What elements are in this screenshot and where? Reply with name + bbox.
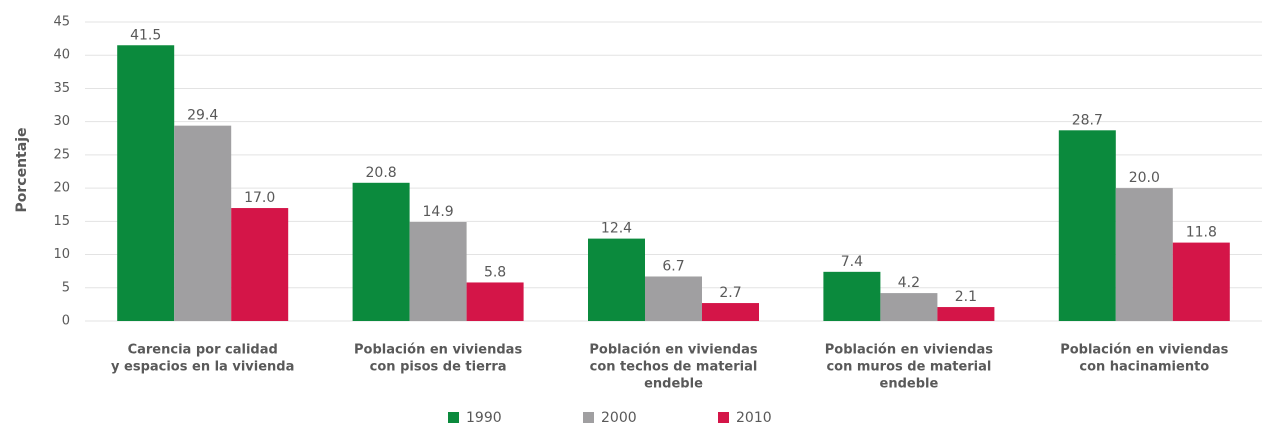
bar xyxy=(588,238,645,321)
x-tick-label: con techos de material xyxy=(590,360,758,375)
x-tick-label: Población en viviendas xyxy=(589,343,757,358)
bar xyxy=(352,182,410,321)
y-axis-label: Porcentaje xyxy=(14,128,30,213)
bar xyxy=(702,303,759,321)
y-tick-label: 40 xyxy=(53,48,70,63)
bar xyxy=(117,45,175,321)
y-tick-label: 45 xyxy=(53,15,70,30)
data-label: 41.5 xyxy=(130,27,161,43)
x-tick-label: Población en viviendas xyxy=(1060,343,1228,358)
data-label: 28.7 xyxy=(1072,112,1103,128)
data-label: 2.1 xyxy=(955,289,977,305)
data-label: 20.0 xyxy=(1129,170,1160,186)
legend-label: 1990 xyxy=(466,410,502,426)
y-tick-label: 10 xyxy=(53,247,70,262)
bar xyxy=(937,307,995,321)
y-tick-label: 15 xyxy=(53,214,70,229)
data-label: 11.8 xyxy=(1186,225,1217,241)
x-tick-label: Carencia por calidad xyxy=(128,343,278,358)
x-tick-label: y espacios en la vivienda xyxy=(111,360,294,375)
data-label: 4.2 xyxy=(898,275,920,291)
data-label: 2.7 xyxy=(719,285,741,301)
bar xyxy=(409,221,467,321)
y-tick-label: 30 xyxy=(53,114,70,129)
bar xyxy=(466,282,524,321)
legend-swatch xyxy=(718,412,729,423)
bar xyxy=(1058,130,1116,321)
x-tick-label: endeble xyxy=(644,377,703,392)
bar xyxy=(1172,242,1230,321)
data-label: 7.4 xyxy=(841,254,863,270)
data-label: 5.8 xyxy=(484,264,506,280)
x-tick-label: con hacinamiento xyxy=(1079,360,1209,375)
bar xyxy=(880,293,938,321)
legend-swatch xyxy=(583,412,594,423)
data-label: 12.4 xyxy=(601,221,632,237)
legend-label: 2010 xyxy=(736,410,772,426)
legend-label: 2000 xyxy=(601,410,637,426)
bar xyxy=(645,276,702,321)
y-tick-label: 0 xyxy=(62,314,70,329)
y-tick-label: 35 xyxy=(53,81,70,96)
y-tick-label: 20 xyxy=(53,181,70,196)
x-tick-label: Población en viviendas xyxy=(825,343,993,358)
x-tick-label: con pisos de tierra xyxy=(370,360,507,375)
y-tick-label: 5 xyxy=(62,280,70,295)
bar xyxy=(231,208,289,321)
bar xyxy=(823,271,881,321)
x-tick-label: endeble xyxy=(880,377,939,392)
legend-swatch xyxy=(448,412,459,423)
bar xyxy=(1115,188,1173,321)
data-label: 6.7 xyxy=(662,258,684,274)
x-tick-label: con muros de material xyxy=(826,360,991,375)
bar xyxy=(174,125,232,321)
data-label: 29.4 xyxy=(187,108,218,124)
y-tick-label: 25 xyxy=(53,147,70,162)
data-label: 14.9 xyxy=(423,204,454,220)
data-label: 20.8 xyxy=(366,165,397,181)
x-tick-label: Población en viviendas xyxy=(354,343,522,358)
data-label: 17.0 xyxy=(244,190,275,206)
